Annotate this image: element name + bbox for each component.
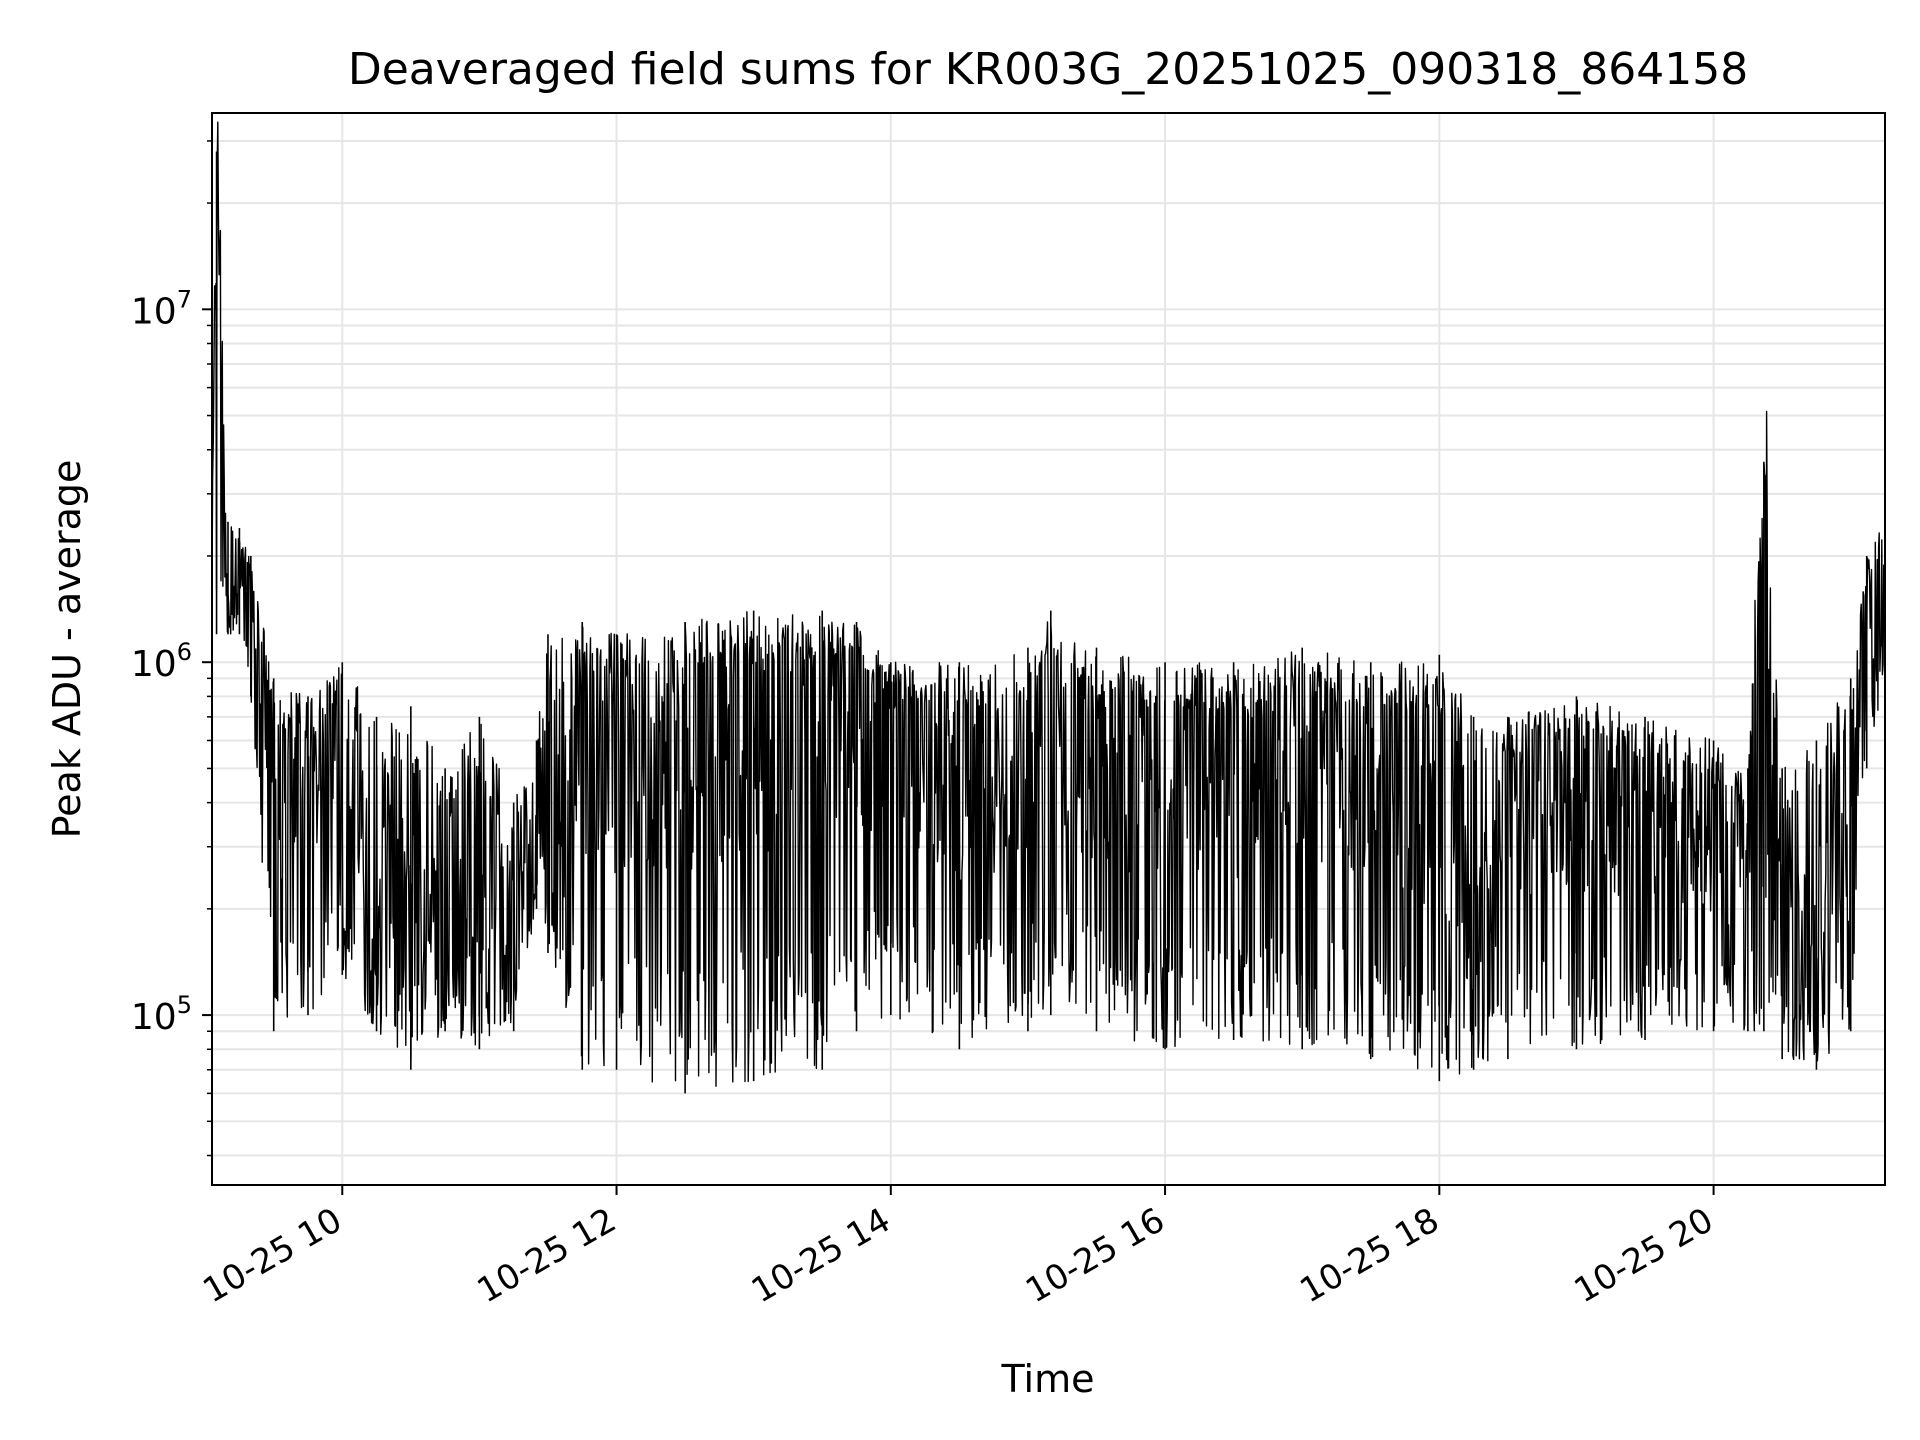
series-trace (212, 121, 1885, 1087)
series-line (212, 121, 1885, 1094)
y-axis-label: Peak ADU - average (45, 460, 89, 839)
plot-frame (211, 112, 1886, 1186)
y-axis-ticks: 105 106 107 (131, 140, 212, 1157)
y-tick-label: 107 (131, 285, 192, 332)
x-axis-label: Time (1001, 1357, 1095, 1401)
y-tick-label: 105 (131, 991, 192, 1038)
chart-title: Deaveraged field sums for KR003G_2025102… (348, 44, 1748, 95)
y-tick-label: 106 (131, 638, 192, 685)
